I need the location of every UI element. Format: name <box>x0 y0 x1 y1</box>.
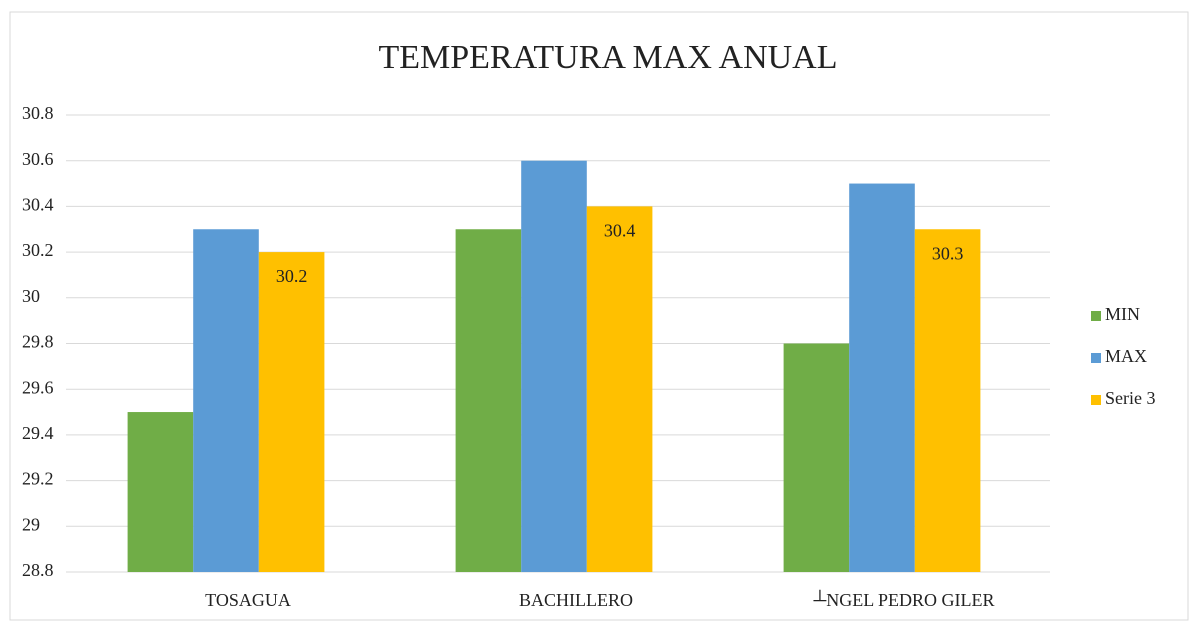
chart-title: TEMPERATURA MAX ANUAL <box>378 39 837 76</box>
bar <box>193 229 259 572</box>
bar <box>586 206 653 572</box>
y-tick-label: 30.8 <box>22 103 54 123</box>
bar <box>849 183 915 573</box>
x-tick-label: BACHILLERO <box>519 590 633 610</box>
x-tick-label: TOSAGUA <box>205 590 291 610</box>
y-tick-label: 29.6 <box>22 377 54 397</box>
bar <box>783 343 850 572</box>
y-tick-label: 30.4 <box>22 195 54 215</box>
bar <box>914 229 981 572</box>
legend-label: Serie 3 <box>1105 388 1155 408</box>
y-tick-label: 29 <box>22 514 40 534</box>
legend-label: MIN <box>1105 304 1140 324</box>
data-label: 30.3 <box>932 243 964 263</box>
bar <box>258 252 325 572</box>
legend-swatch <box>1091 353 1101 363</box>
y-tick-label: 29.8 <box>22 332 54 352</box>
bar <box>127 412 194 572</box>
legend-swatch <box>1091 395 1101 405</box>
bar <box>521 160 587 572</box>
y-tick-label: 30 <box>22 286 40 306</box>
y-tick-label: 29.4 <box>22 423 54 443</box>
data-label: 30.2 <box>276 266 308 286</box>
y-tick-label: 29.2 <box>22 469 54 489</box>
legend-label: MAX <box>1105 346 1147 366</box>
y-tick-label: 30.2 <box>22 240 54 260</box>
x-tick-label: ┴NGEL PEDRO GILER <box>812 589 994 610</box>
legend-swatch <box>1091 311 1101 321</box>
y-tick-label: 30.6 <box>22 149 54 169</box>
bar <box>455 229 522 572</box>
y-tick-label: 28.8 <box>22 560 54 580</box>
data-label: 30.4 <box>604 221 636 241</box>
